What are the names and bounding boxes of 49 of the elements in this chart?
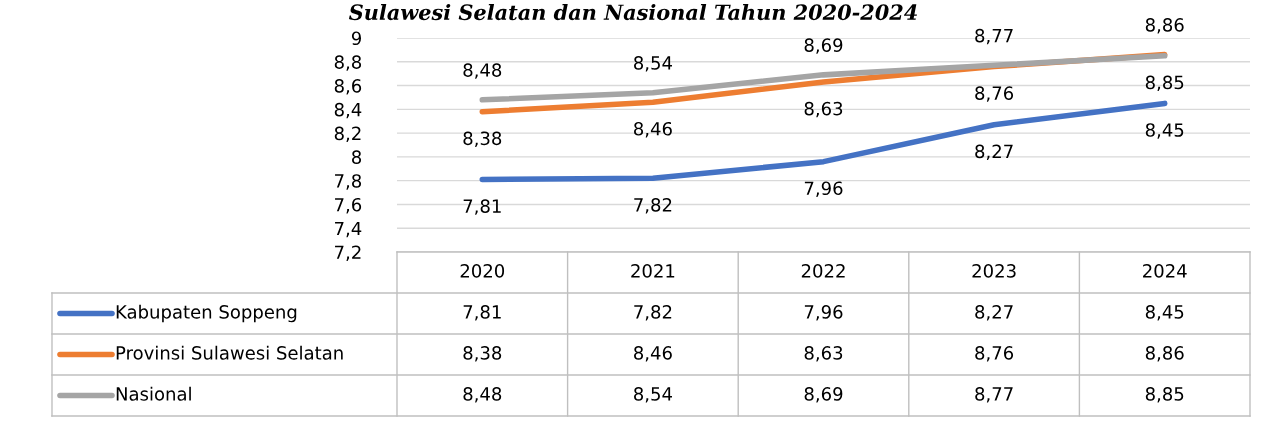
y-tick-label: 8 (352, 150, 362, 165)
y-tick-label: 8,8 (334, 55, 362, 71)
text: 7,82 (634, 198, 672, 214)
legend-label: Provinsi Sulawesi Selatan (116, 345, 343, 360)
data-label: 8,27 (975, 305, 1013, 321)
legend-label: Kabupaten Soppeng (116, 304, 297, 323)
x-tick-label: 2020 (460, 264, 505, 278)
text: 7,81 (463, 199, 501, 215)
data-label: 8,86 (1145, 346, 1184, 362)
y-tick-label: 7,2 (335, 245, 361, 261)
data-label: 8,46 (634, 346, 672, 362)
text: 8,45 (1145, 123, 1184, 139)
text: 8,69 (804, 38, 843, 54)
text: 8,76 (975, 86, 1014, 102)
text: 8,38 (463, 131, 502, 147)
data-label: 8,69 (804, 387, 843, 403)
data-label: 7,82 (634, 305, 672, 321)
data-label: 8,63 (804, 346, 843, 362)
y-tick-label: 7,6 (335, 197, 362, 214)
data-label: 8,48 (463, 387, 502, 403)
chart-title: Sulawesi Selatan dan Nasional Tahun 2020-2024 (348, 4, 917, 21)
data-label: 8,85 (1145, 387, 1184, 403)
y-tick-label: 8,4 (334, 102, 362, 119)
x-tick-label: 2022 (801, 264, 845, 278)
x-tick-label: 2021 (631, 264, 675, 278)
x-tick-label: 2024 (1143, 264, 1187, 278)
data-label: 8,76 (975, 346, 1014, 362)
text: 8,27 (975, 144, 1013, 161)
data-label: 7,81 (463, 305, 501, 321)
text: 8,85 (1145, 75, 1184, 92)
text: 8,77 (975, 28, 1013, 45)
legend-label: Nasional (116, 386, 191, 401)
text: 8,48 (463, 63, 502, 79)
data-label: 8,77 (975, 387, 1013, 403)
text: 8,46 (634, 121, 672, 138)
data-label: 8,54 (634, 387, 672, 403)
y-tick-label: 9 (351, 31, 362, 46)
x-tick-label: 2023 (972, 264, 1016, 278)
text: 7,96 (804, 181, 843, 197)
y-tick-label: 8,6 (334, 79, 362, 95)
data-label: 8,45 (1145, 305, 1184, 321)
data-label: 8,38 (463, 346, 502, 362)
y-tick-label: 7,8 (335, 174, 362, 190)
text: 8,54 (634, 56, 672, 72)
text: 8,63 (804, 101, 843, 118)
y-tick-label: 8,2 (334, 126, 361, 143)
y-tick-label: 7,4 (335, 221, 362, 238)
text: 8,86 (1145, 18, 1184, 34)
data-label: 7,96 (804, 305, 843, 321)
